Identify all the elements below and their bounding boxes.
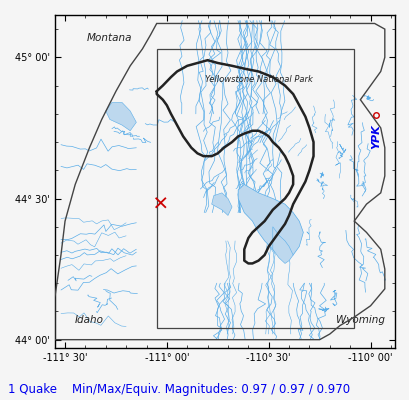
- Text: Yellowstone National Park: Yellowstone National Park: [204, 76, 312, 84]
- Text: Idaho: Idaho: [75, 315, 104, 325]
- Text: Montana: Montana: [87, 32, 132, 42]
- Polygon shape: [238, 184, 303, 258]
- Text: 1 Quake    Min/Max/Equiv. Magnitudes: 0.97 / 0.97 / 0.970: 1 Quake Min/Max/Equiv. Magnitudes: 0.97 …: [8, 383, 349, 396]
- Polygon shape: [272, 227, 292, 264]
- Polygon shape: [211, 193, 231, 216]
- Polygon shape: [106, 102, 136, 131]
- Text: YPK: YPK: [371, 124, 381, 149]
- Bar: [156, 49, 353, 328]
- Text: Wyoming: Wyoming: [335, 315, 384, 325]
